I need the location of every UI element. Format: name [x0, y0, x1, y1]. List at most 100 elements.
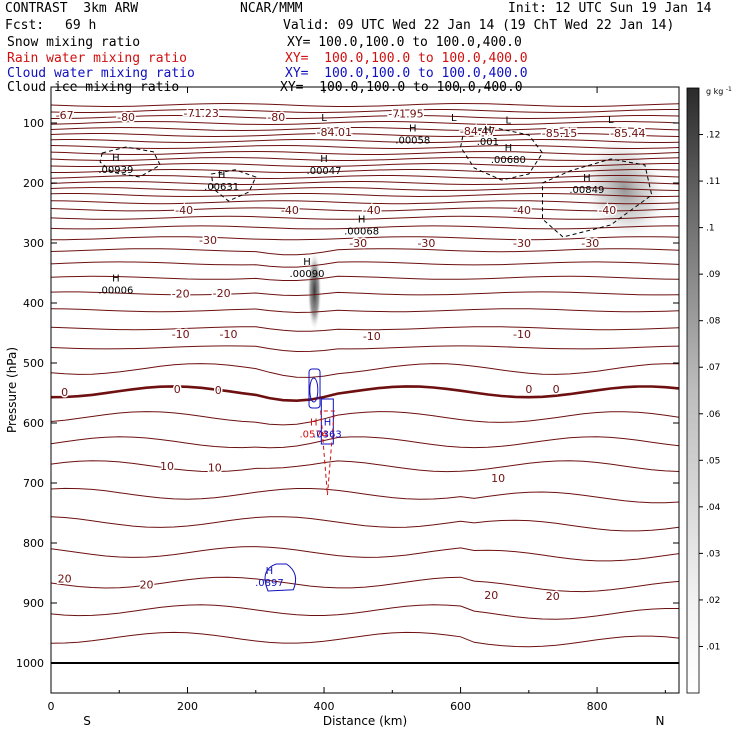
colorbar-tick-label: .09: [706, 270, 721, 280]
isotherm-label: -40: [175, 204, 193, 217]
isotherm: [51, 411, 679, 426]
extremum-marker: H: [409, 123, 417, 134]
isotherm: [51, 516, 679, 532]
isotherm: [51, 200, 679, 205]
isotherm-label: -40: [513, 204, 531, 217]
colorbar-tick-label: .05: [706, 456, 720, 466]
snow-contour: [542, 158, 653, 238]
south-label: S: [83, 714, 91, 728]
legend-cloud-water-xy: XY= 100.0,100.0 to 100.0,400.0: [285, 66, 528, 81]
y-tick-label: 500: [23, 357, 44, 370]
isotherm-label: -10: [219, 328, 237, 341]
isotherm: [51, 248, 679, 256]
valid-time: Valid: 09 UTC Wed 22 Jan 14 (19 ChT Wed …: [283, 18, 675, 33]
org-label: NCAR/MMM: [240, 1, 303, 16]
extremum-marker: H: [218, 170, 226, 181]
cloud-water-contour: [308, 368, 321, 409]
extremum-marker: H: [320, 154, 328, 165]
isotherm-label: 0: [525, 383, 532, 396]
isotherm-label: -20: [213, 287, 231, 300]
isotherm-label: 20: [484, 589, 498, 602]
y-tick-label: 200: [23, 177, 44, 190]
isotherm-label: -10: [172, 328, 190, 341]
isotherm-label: -84.47: [460, 125, 495, 138]
isotherm: [51, 363, 679, 378]
isotherm: [51, 180, 679, 186]
x-tick-label: 600: [450, 700, 471, 713]
isotherm: [51, 120, 679, 126]
isotherm-label: -20: [172, 287, 190, 300]
isotherm-label: 0: [174, 383, 181, 396]
forecast-hours: 69 h: [65, 18, 97, 33]
legend-cloud-water: Cloud water mixing ratio: [7, 66, 195, 81]
isotherm-label: 20: [546, 590, 560, 603]
extremum-value: .0574: [299, 429, 328, 440]
extremum-value: .00680: [491, 155, 526, 166]
isotherm-label: -30: [417, 237, 435, 250]
isotherm-label: -84.01: [317, 126, 352, 139]
legend-rain-xy: XY= 100.0,100.0 to 100.0,400.0: [285, 51, 528, 66]
model-title: CONTRAST 3km ARW: [5, 1, 139, 16]
isotherm-label: -85.44: [610, 127, 645, 140]
extremum-marker: H: [583, 173, 591, 184]
isotherm: [51, 225, 679, 230]
low-marker: L: [451, 113, 457, 124]
isotherm-label: 20: [140, 578, 154, 591]
north-label: N: [656, 714, 665, 728]
isotherm: [51, 576, 679, 593]
extremum-value: .00058: [395, 135, 430, 146]
isotherm: [51, 236, 679, 241]
x-tick-label: 200: [177, 700, 198, 713]
cloud-water-contour: [309, 377, 319, 403]
isotherm-zero: [51, 385, 679, 403]
isotherm: [51, 215, 679, 220]
snow-contour: [99, 146, 161, 178]
isotherm: [51, 546, 679, 562]
extremum-value: .0897: [255, 578, 284, 589]
init-time: Init: 12 UTC Sun 19 Jan 14: [508, 1, 712, 16]
isotherm: [51, 162, 679, 168]
y-tick-label: 800: [23, 537, 44, 550]
forecast-label: Fcst:: [5, 18, 45, 33]
extremum-marker: H: [266, 566, 274, 577]
extremum-value: .001: [477, 137, 499, 148]
legend-snow: Snow mixing ratio: [7, 35, 141, 50]
extremum-marker: H: [112, 273, 120, 284]
low-marker: L: [321, 113, 327, 124]
plot-frame: [50, 86, 680, 694]
isotherm-label: -85.15: [542, 127, 577, 140]
y-tick-label: 700: [23, 477, 44, 490]
isotherm: [51, 436, 679, 449]
isotherm: [51, 291, 679, 297]
colorbar-tick-label: .12: [706, 131, 720, 141]
isotherm: [51, 207, 679, 212]
extremum-value: .00006: [98, 285, 133, 296]
extremum-value: .00939: [98, 165, 133, 176]
isotherm-label: -80: [117, 111, 135, 124]
extremum-marker: H: [310, 417, 318, 428]
low-marker: L: [608, 115, 614, 126]
isotherm: [51, 631, 679, 648]
extremum-marker: H: [484, 125, 492, 136]
x-tick-label: 800: [587, 700, 608, 713]
snow-contour: [460, 127, 544, 181]
isotherm: [51, 126, 679, 132]
extremum-value: .00090: [289, 269, 324, 280]
isotherm: [51, 460, 679, 473]
cloud-water-contour: [264, 563, 297, 592]
isotherm: [51, 186, 679, 192]
isotherm-label: 10: [208, 461, 222, 474]
isotherm-label: -30: [199, 234, 217, 247]
snow-shade-core: [307, 251, 322, 331]
extremum-marker: H: [112, 153, 120, 164]
isotherm-label: -80: [267, 111, 285, 124]
isotherm: [51, 132, 679, 138]
x-tick-label: 0: [48, 700, 55, 713]
y-tick-label: 100: [23, 117, 44, 130]
isotherm: [51, 150, 679, 156]
extremum-marker: H: [358, 215, 366, 226]
colorbar-tick-label: .01: [706, 642, 720, 652]
isotherm: [51, 487, 679, 504]
colorbar-fill: [686, 87, 700, 694]
